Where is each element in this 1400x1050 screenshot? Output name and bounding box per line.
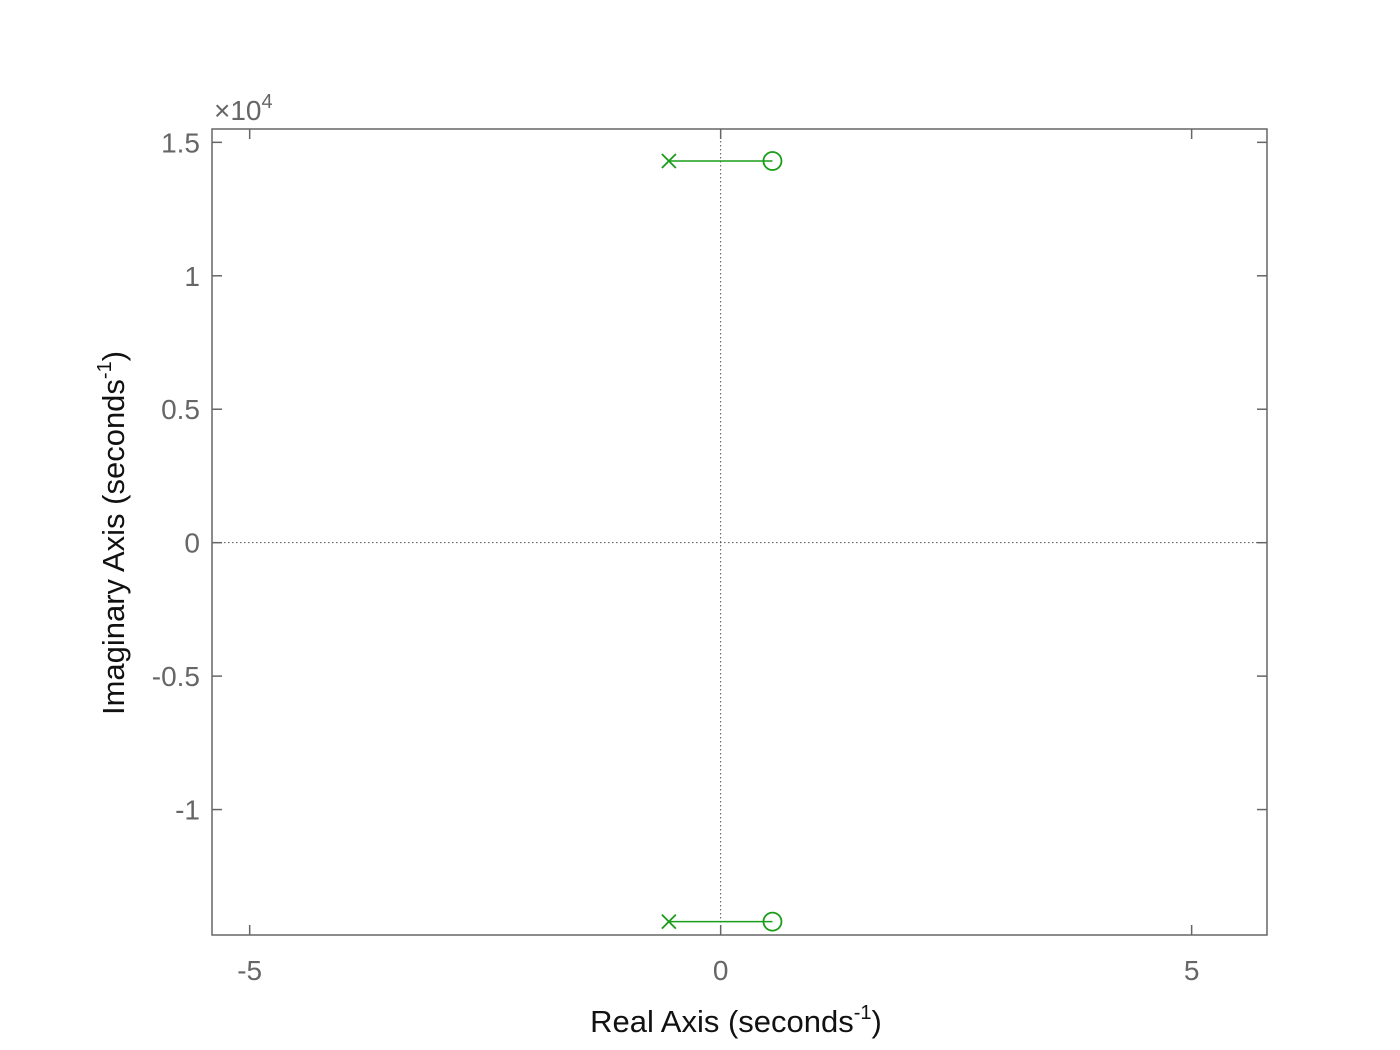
y-tick-label: 1.5 bbox=[161, 127, 200, 158]
y-tick-label: -1 bbox=[175, 795, 200, 826]
zero-marker bbox=[762, 151, 783, 171]
axes-box bbox=[211, 128, 1268, 936]
pole-marker bbox=[661, 914, 677, 930]
x-tick-label: 0 bbox=[713, 955, 729, 986]
y-tick-label: 1 bbox=[184, 261, 200, 292]
pole-marker-stroke bbox=[661, 914, 677, 930]
x-axis-label: Real Axis (seconds-1) bbox=[590, 1002, 882, 1039]
x-tick-label: 5 bbox=[1184, 955, 1200, 986]
y-tick-label: -0.5 bbox=[152, 661, 200, 692]
pole-zero-connections bbox=[668, 160, 773, 923]
y-exponent-label: ×104 bbox=[214, 91, 273, 126]
zero-marker bbox=[762, 911, 783, 932]
pole-marker-stroke bbox=[661, 153, 677, 169]
x-tick-label: -5 bbox=[237, 955, 262, 986]
plot-area bbox=[212, 129, 1267, 935]
y-axis-label: Imaginary Axis (seconds-1) bbox=[94, 351, 131, 715]
pole-marker bbox=[661, 153, 677, 169]
axis-ticks: -5 0 5 -1 -0.5 0 0.5 1 1.5 bbox=[152, 127, 1267, 986]
pole-zero-markers bbox=[661, 151, 783, 932]
y-tick-label: 0 bbox=[184, 528, 200, 559]
y-tick-label: 0.5 bbox=[161, 394, 200, 425]
